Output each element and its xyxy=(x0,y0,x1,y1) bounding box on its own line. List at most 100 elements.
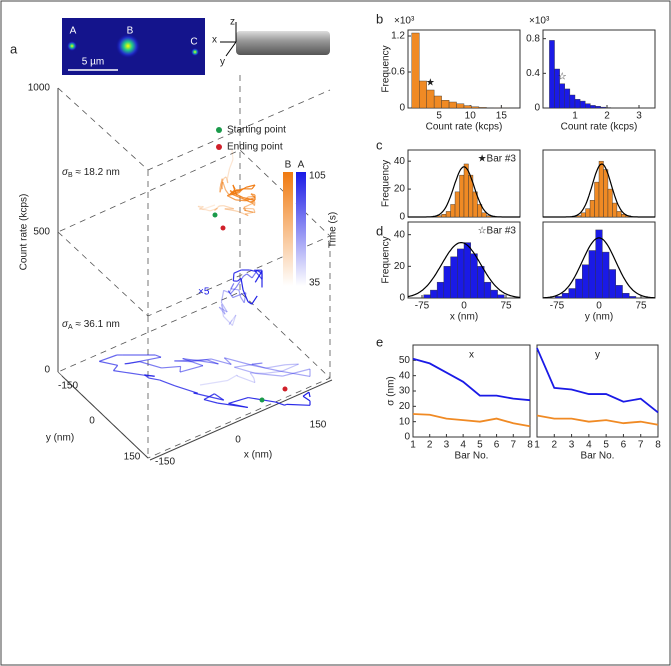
panel-label: d xyxy=(376,223,383,238)
bar xyxy=(603,169,609,218)
trajectory xyxy=(255,269,258,272)
y-tick-label: 0 xyxy=(404,432,410,443)
axis-icon-label: x xyxy=(212,35,217,46)
bar xyxy=(576,215,582,218)
trajectory xyxy=(221,304,226,315)
bar xyxy=(441,214,447,218)
trajectory xyxy=(199,379,228,386)
trajectory xyxy=(302,395,311,402)
sigma: σ xyxy=(62,319,69,330)
x-tick-label: 7 xyxy=(638,440,644,451)
y-tick-label: 20 xyxy=(399,401,411,412)
trajectory xyxy=(227,374,238,382)
legend-label: Ending point xyxy=(227,142,283,153)
sigma: σ xyxy=(62,167,69,178)
bar xyxy=(561,293,569,299)
axis-icon-label: z xyxy=(230,17,235,28)
spot-label: C xyxy=(190,37,197,48)
y-label: Frequency xyxy=(381,45,392,92)
trajectory xyxy=(209,207,218,212)
trajectory xyxy=(243,207,247,211)
bar xyxy=(463,105,472,109)
trajectory xyxy=(223,289,230,294)
x-tick-label: 75 xyxy=(635,301,647,312)
bar xyxy=(411,32,420,109)
trajectory xyxy=(214,207,218,211)
trajectory xyxy=(251,363,266,369)
trajectory xyxy=(202,204,216,210)
trajectory xyxy=(222,181,227,191)
trajectory xyxy=(308,392,311,398)
y-label: y (nm) xyxy=(46,433,74,444)
bar xyxy=(574,99,581,109)
trajectory xyxy=(279,370,311,378)
y-multiplier: ×10³ xyxy=(529,16,550,27)
trajectory xyxy=(237,277,242,282)
trajectory xyxy=(240,278,244,291)
trajectory xyxy=(155,354,162,358)
bar xyxy=(443,266,451,299)
trajectory xyxy=(255,372,283,377)
bar xyxy=(585,103,591,109)
x-label: Count rate (kcps) xyxy=(561,122,638,133)
y-tick-label: 40 xyxy=(394,229,406,240)
y-tick-label: 0.6 xyxy=(391,67,405,78)
trajectory xyxy=(250,193,256,199)
bar xyxy=(470,253,478,299)
x-tick-label: 0 xyxy=(461,301,467,312)
annotation: ☆Bar #3 xyxy=(478,226,517,237)
x-tick-label: -75 xyxy=(415,301,430,312)
trajectory xyxy=(205,209,211,212)
y-tick-label: 20 xyxy=(394,184,406,195)
trajectory xyxy=(203,398,218,404)
trajectory xyxy=(161,365,181,369)
fit-curve xyxy=(542,237,656,299)
trajectory xyxy=(174,359,207,362)
trajectory xyxy=(241,197,252,203)
trajectory xyxy=(223,315,233,326)
x-tick-label: 5 xyxy=(477,440,483,451)
x-tick-label: 1 xyxy=(534,440,540,451)
colorbar xyxy=(296,172,306,286)
y-tick-label: 0 xyxy=(534,103,540,114)
trajectory xyxy=(220,304,225,317)
bar xyxy=(595,229,603,299)
trajectory xyxy=(159,379,176,387)
trajectory xyxy=(220,302,228,313)
bar xyxy=(450,256,458,299)
trajectory xyxy=(231,314,237,326)
trajectory xyxy=(233,269,242,274)
y-tick-label: 0 xyxy=(399,293,405,304)
bar xyxy=(481,212,487,218)
colorbar-label: B xyxy=(285,160,292,171)
trajectory xyxy=(244,213,249,217)
trajectory xyxy=(197,205,204,210)
bar xyxy=(589,200,595,218)
trajectory xyxy=(174,360,192,363)
plot-title: x xyxy=(469,350,474,361)
scale-factor: ×5 xyxy=(198,287,210,298)
plot-title: y xyxy=(595,350,600,361)
bar xyxy=(445,211,451,218)
fit-curve xyxy=(543,163,655,218)
trajectory xyxy=(251,364,280,372)
trajectory xyxy=(99,360,118,366)
bar xyxy=(602,251,610,299)
x-tick: -150 xyxy=(155,457,175,468)
trajectory xyxy=(179,365,204,373)
line xyxy=(412,413,531,428)
trajectory xyxy=(210,358,232,366)
panel-label: e xyxy=(376,334,383,349)
y-multiplier: ×10³ xyxy=(394,16,415,27)
x-tick-label: 7 xyxy=(511,440,517,451)
sigma-text: ≈ 36.1 nm xyxy=(73,319,120,330)
end-point xyxy=(282,386,288,392)
bar xyxy=(616,211,622,218)
x-tick-label: 0 xyxy=(596,301,602,312)
trajectory xyxy=(246,184,256,188)
bar xyxy=(615,285,623,299)
trajectory xyxy=(220,178,225,185)
trajectory xyxy=(214,205,220,211)
spot xyxy=(191,48,199,56)
